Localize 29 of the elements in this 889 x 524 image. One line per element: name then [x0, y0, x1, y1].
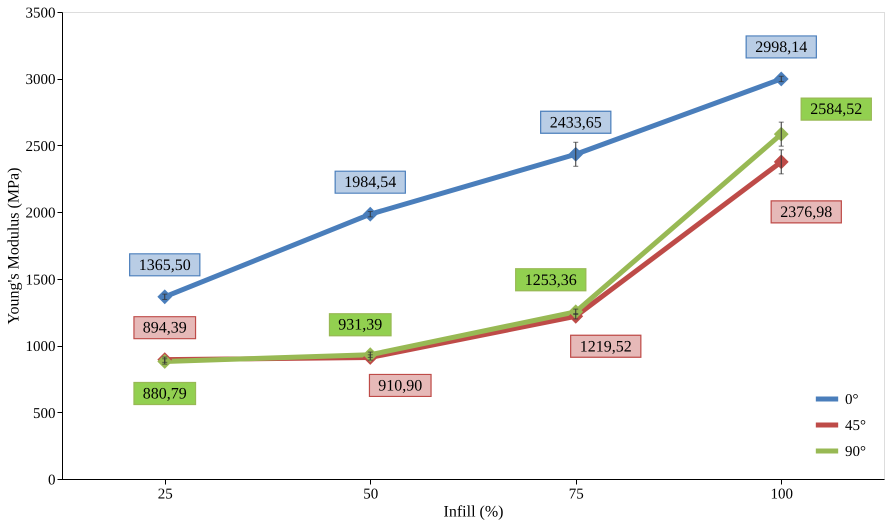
y-tick-label: 3000 [26, 72, 56, 88]
x-tick-label: 100 [770, 486, 793, 502]
data-label: 1219,52 [580, 338, 632, 356]
y-tick-label: 500 [33, 406, 56, 422]
y-tick-label: 2500 [26, 138, 56, 155]
data-label: 931,39 [338, 316, 382, 334]
legend-label: 90° [845, 444, 866, 460]
data-label: 2433,65 [550, 114, 602, 132]
data-label: 2998,14 [755, 38, 808, 56]
data-label: 2584,52 [810, 101, 862, 118]
data-label: 894,39 [142, 320, 187, 337]
y-tick-label: 1000 [26, 339, 56, 356]
y-tick-label: 2000 [26, 206, 56, 222]
x-tick-label: 25 [158, 486, 173, 502]
data-label: 910,90 [378, 377, 422, 394]
data-label: 880,79 [142, 385, 187, 402]
y-tick-label: 3500 [26, 6, 56, 22]
y-axis-title: Young's Modulus (MPa) [6, 168, 22, 324]
data-label: 1365,50 [138, 256, 191, 274]
data-label: 2376,98 [780, 204, 832, 221]
data-label: 1984,54 [344, 174, 396, 192]
x-axis-title: Infill (%) [444, 504, 504, 520]
x-tick-label: 50 [363, 486, 378, 502]
y-tick-label: 1500 [26, 272, 56, 288]
y-tick-label: 0 [48, 472, 56, 488]
data-label: 1253,36 [524, 272, 577, 289]
legend-label: 0° [845, 392, 858, 408]
x-tick-label: 75 [568, 486, 584, 502]
legend-label: 45° [845, 418, 866, 434]
